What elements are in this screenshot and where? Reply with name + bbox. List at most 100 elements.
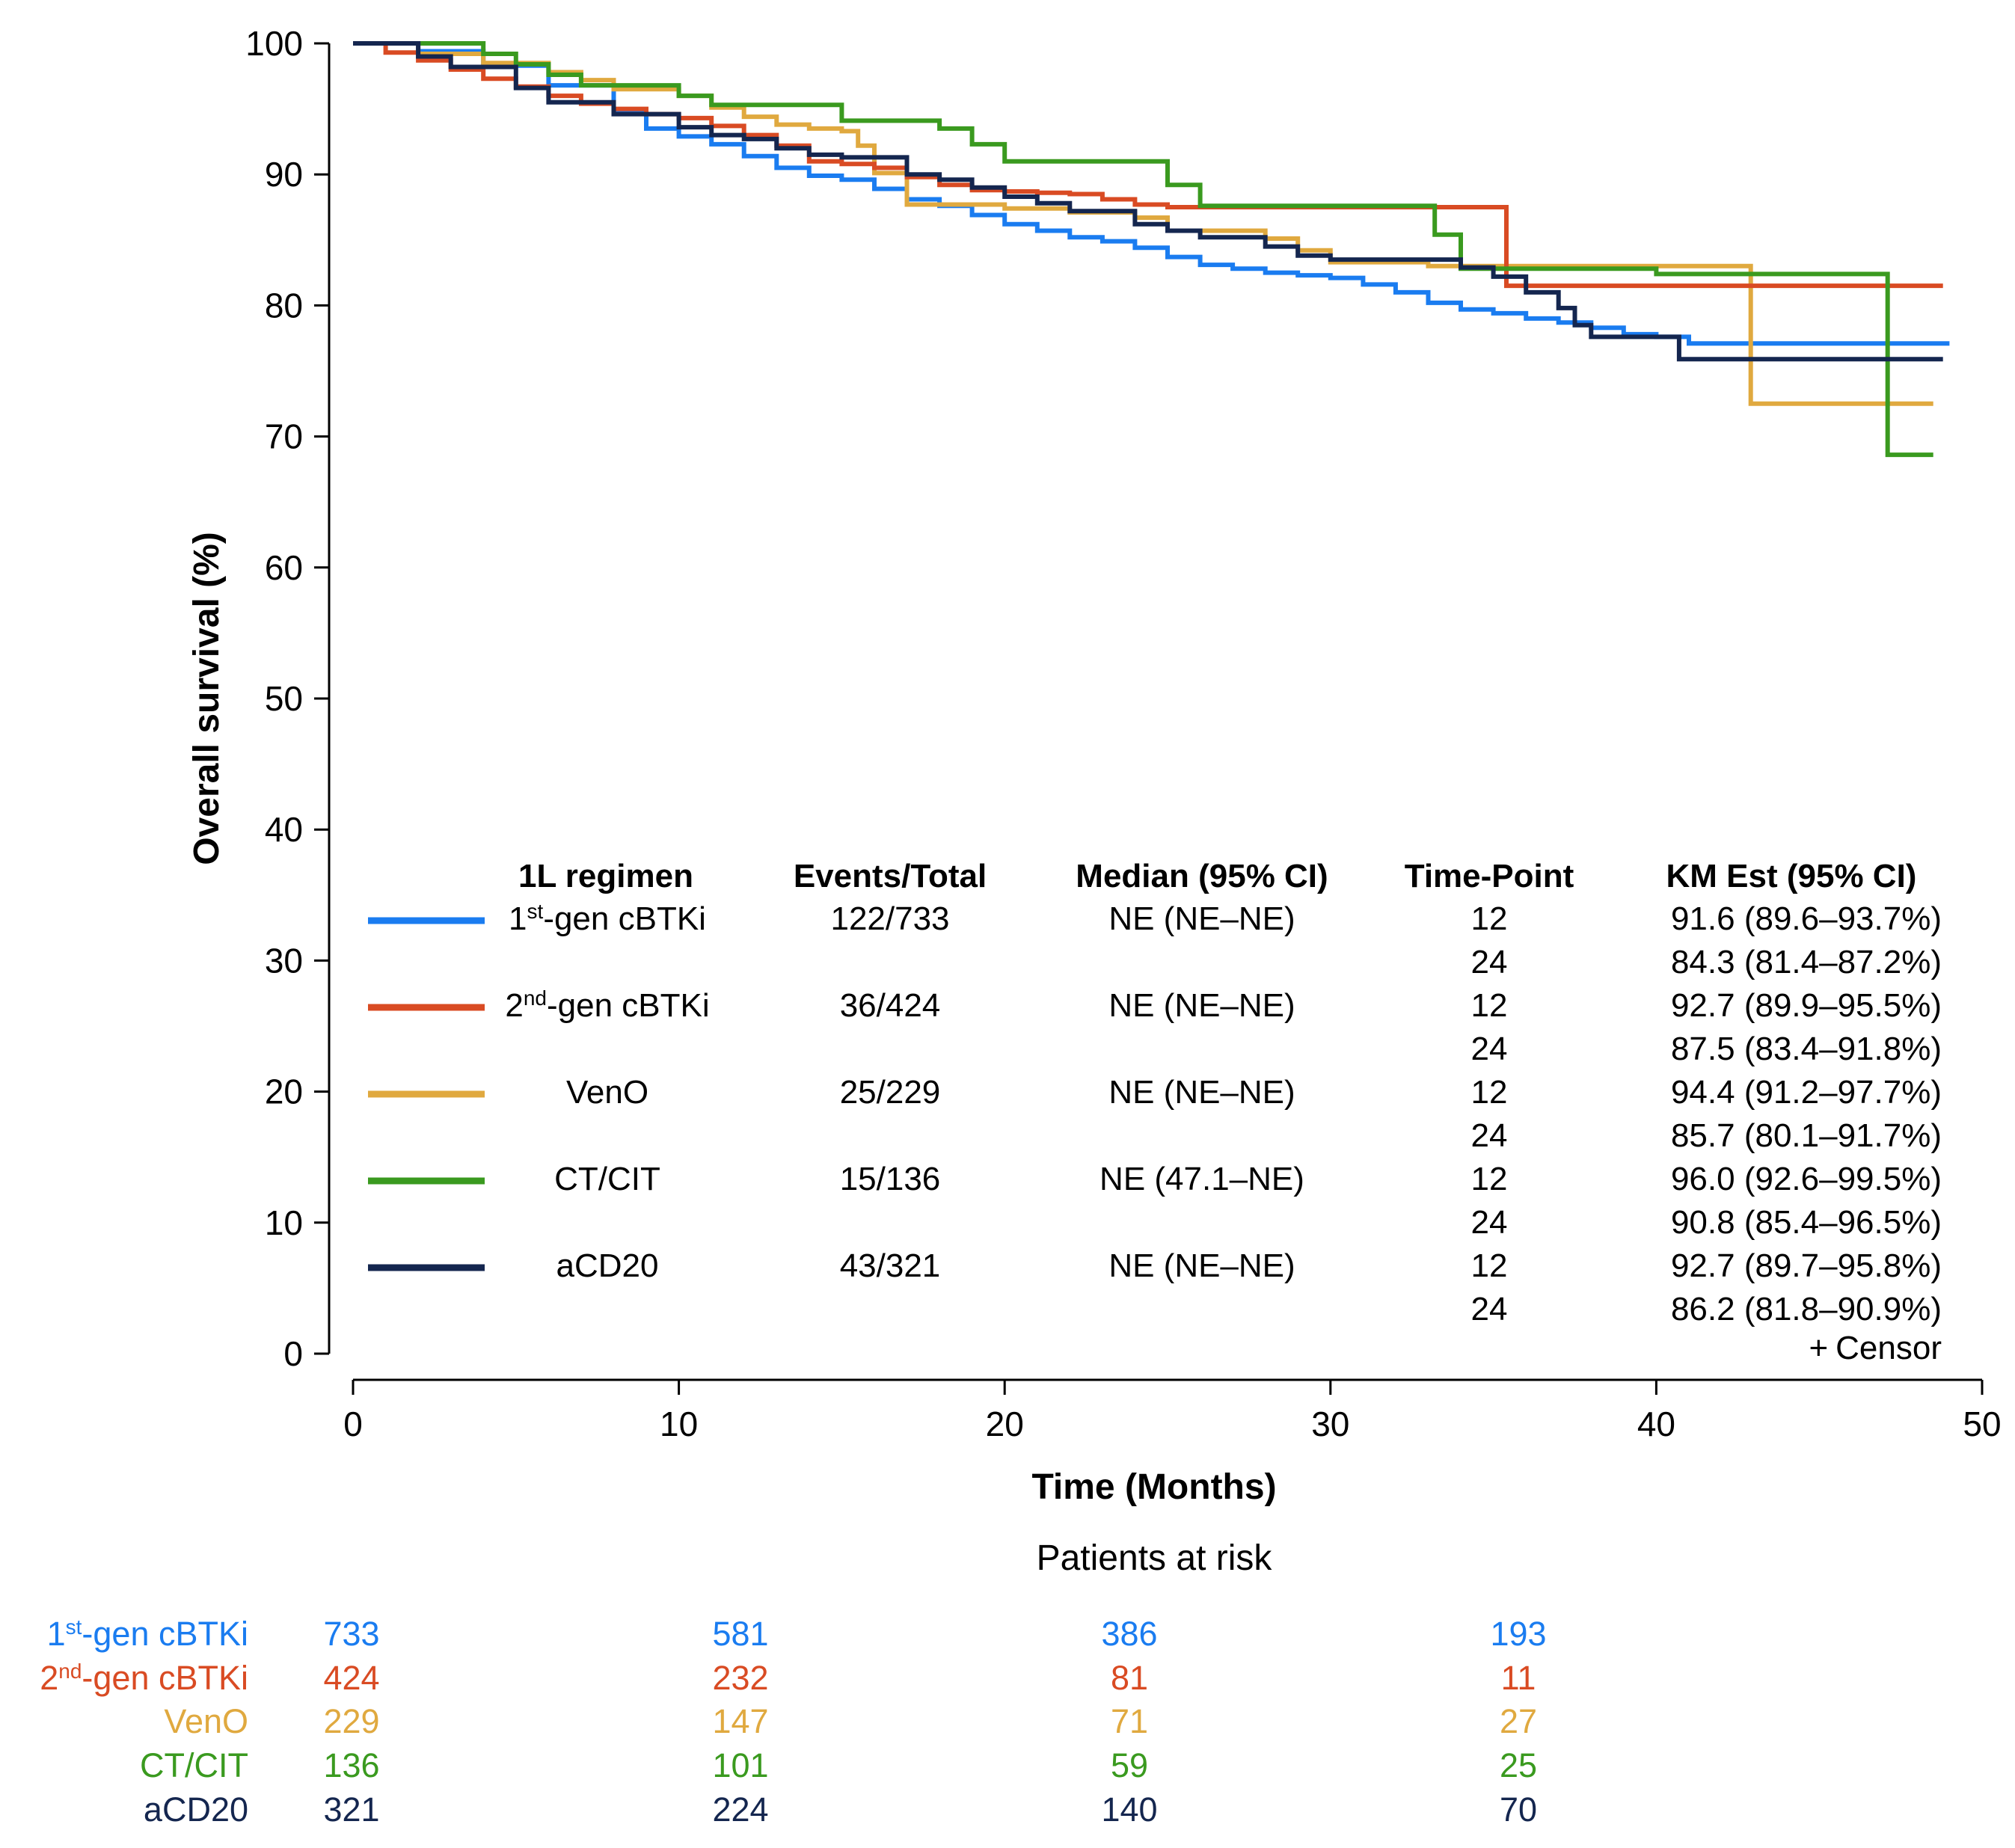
series-name-main: 2 bbox=[505, 987, 523, 1024]
risk-label-series-5: aCD20 bbox=[144, 1790, 248, 1829]
risk-count-series-4: 59 bbox=[1111, 1746, 1148, 1784]
risk-count-series-2: 232 bbox=[712, 1659, 768, 1697]
timepoint-24-series-5: 24 bbox=[1471, 1291, 1508, 1327]
table-header-events: Events/Total bbox=[794, 858, 987, 894]
events-total-series-3: 25/229 bbox=[840, 1074, 941, 1111]
series-name-main: 1 bbox=[509, 900, 527, 937]
median-series-3: NE (NE–NE) bbox=[1108, 1074, 1295, 1111]
series-name-suffix: -gen cBTKi bbox=[82, 1659, 248, 1697]
timepoint-12-series-4: 12 bbox=[1471, 1161, 1508, 1197]
table-header-regimen: 1L regimen bbox=[518, 858, 693, 894]
curves-layer bbox=[353, 41, 1950, 458]
risk-count-series-3: 71 bbox=[1111, 1702, 1148, 1740]
risk-count-series-3: 147 bbox=[712, 1702, 768, 1740]
risk-count-series-5: 224 bbox=[712, 1790, 768, 1829]
x-tick-label: 30 bbox=[1311, 1405, 1349, 1443]
summary-table: 1L regimen Events/Total Median (95% CI) … bbox=[368, 858, 1942, 1366]
km-12-series-3: 94.4 (91.2–97.7%) bbox=[1671, 1074, 1942, 1111]
km-curve-series-1 bbox=[353, 41, 1950, 346]
risk-count-series-1: 733 bbox=[323, 1615, 379, 1653]
events-total-series-5: 43/321 bbox=[840, 1247, 941, 1284]
x-tick-label: 40 bbox=[1637, 1405, 1675, 1443]
risk-count-series-3: 27 bbox=[1500, 1702, 1537, 1740]
table-header-median: Median (95% CI) bbox=[1076, 858, 1328, 894]
median-series-4: NE (47.1–NE) bbox=[1099, 1161, 1304, 1197]
y-tick-label: 100 bbox=[245, 24, 303, 63]
censor-label: Censor bbox=[1835, 1330, 1942, 1366]
timepoint-24-series-2: 24 bbox=[1471, 1031, 1508, 1067]
y-tick-label: 60 bbox=[265, 548, 303, 587]
series-name-main: aCD20 bbox=[556, 1247, 659, 1284]
median-series-5: NE (NE–NE) bbox=[1108, 1247, 1295, 1284]
censor-legend: + Censor bbox=[1809, 1330, 1942, 1366]
table-header-km: KM Est (95% CI) bbox=[1666, 858, 1917, 894]
timepoint-24-series-3: 24 bbox=[1471, 1117, 1508, 1154]
legend-label-series-2: 2nd-gen cBTKi bbox=[505, 986, 709, 1025]
table-header-timepoint: Time-Point bbox=[1405, 858, 1574, 894]
risk-count-series-3: 229 bbox=[323, 1702, 379, 1740]
risk-label-series-1: 1st-gen cBTKi bbox=[47, 1615, 248, 1653]
x-tick-label: 0 bbox=[343, 1405, 363, 1443]
km-24-series-2: 87.5 (83.4–91.8%) bbox=[1671, 1031, 1942, 1067]
axes-layer: 0 10 20 30 40 50 60 70 80 90 100 0 10 20 30 40 50 Time (M… bbox=[187, 24, 2002, 1507]
timepoint-24-series-4: 24 bbox=[1471, 1204, 1508, 1241]
risk-count-series-4: 101 bbox=[712, 1746, 768, 1784]
risk-count-series-5: 70 bbox=[1500, 1790, 1537, 1829]
series-name-superscript: nd bbox=[524, 986, 547, 1010]
series-name-suffix: -gen cBTKi bbox=[547, 987, 710, 1024]
median-series-2: NE (NE–NE) bbox=[1108, 987, 1295, 1024]
events-total-series-1: 122/733 bbox=[830, 900, 949, 937]
risk-count-series-1: 193 bbox=[1490, 1615, 1546, 1653]
legend-label-series-3: VenO bbox=[566, 1074, 648, 1111]
km-12-series-5: 92.7 (89.7–95.8%) bbox=[1671, 1247, 1942, 1284]
km-12-series-2: 92.7 (89.9–95.5%) bbox=[1671, 987, 1942, 1024]
km-12-series-4: 96.0 (92.6–99.5%) bbox=[1671, 1161, 1942, 1197]
risk-count-series-2: 424 bbox=[323, 1659, 379, 1697]
series-name-superscript: st bbox=[66, 1615, 82, 1639]
series-name-main: 1 bbox=[47, 1615, 66, 1653]
risk-count-series-5: 140 bbox=[1101, 1790, 1157, 1829]
series-name-main: VenO bbox=[566, 1074, 648, 1111]
timepoint-12-series-2: 12 bbox=[1471, 987, 1508, 1024]
y-tick-label: 30 bbox=[265, 941, 303, 980]
series-name-main: CT/CIT bbox=[554, 1161, 660, 1197]
series-name-suffix: -gen cBTKi bbox=[543, 900, 706, 937]
risk-count-series-2: 81 bbox=[1111, 1659, 1148, 1697]
y-tick-label: 50 bbox=[265, 679, 303, 718]
timepoint-24-series-1: 24 bbox=[1471, 944, 1508, 980]
y-tick-label: 10 bbox=[265, 1203, 303, 1242]
risk-count-series-5: 321 bbox=[323, 1790, 379, 1829]
series-name-main: aCD20 bbox=[144, 1790, 248, 1829]
y-tick-label: 0 bbox=[283, 1334, 303, 1373]
risk-label-series-2: 2nd-gen cBTKi bbox=[40, 1659, 248, 1697]
km-24-series-1: 84.3 (81.4–87.2%) bbox=[1671, 944, 1942, 980]
events-total-series-2: 36/424 bbox=[840, 987, 941, 1024]
risk-title: Patients at risk bbox=[1037, 1538, 1273, 1578]
series-name-suffix: -gen cBTKi bbox=[82, 1615, 248, 1653]
risk-count-series-1: 581 bbox=[712, 1615, 768, 1653]
risk-count-series-2: 11 bbox=[1501, 1659, 1536, 1697]
km-curve-series-3 bbox=[353, 41, 1933, 406]
series-name-main: CT/CIT bbox=[140, 1746, 248, 1784]
risk-count-series-4: 25 bbox=[1500, 1746, 1537, 1784]
km-12-series-1: 91.6 (89.6–93.7%) bbox=[1671, 900, 1942, 937]
km-curve-series-5 bbox=[353, 41, 1943, 362]
x-tick-label: 50 bbox=[1963, 1405, 2001, 1443]
y-tick-label: 20 bbox=[265, 1072, 303, 1111]
events-total-series-4: 15/136 bbox=[840, 1161, 941, 1197]
km-curve-series-4 bbox=[353, 41, 1933, 458]
censor-symbol: + bbox=[1809, 1330, 1828, 1366]
series-name-superscript: nd bbox=[58, 1660, 82, 1683]
series-name-main: 2 bbox=[40, 1659, 58, 1697]
km-24-series-5: 86.2 (81.8–90.9%) bbox=[1671, 1291, 1942, 1327]
y-axis-title: Overall survival (%) bbox=[187, 532, 227, 865]
legend-label-series-4: CT/CIT bbox=[554, 1161, 660, 1197]
x-tick-label: 10 bbox=[660, 1405, 698, 1443]
timepoint-12-series-1: 12 bbox=[1471, 900, 1508, 937]
median-series-1: NE (NE–NE) bbox=[1108, 900, 1295, 937]
risk-count-series-4: 136 bbox=[323, 1746, 379, 1784]
y-tick-label: 90 bbox=[265, 155, 303, 194]
patients-at-risk-table: Patients at risk 1st-gen cBTKi 733 581 386 1… bbox=[40, 1538, 1546, 1829]
legend-label-series-5: aCD20 bbox=[556, 1247, 659, 1284]
